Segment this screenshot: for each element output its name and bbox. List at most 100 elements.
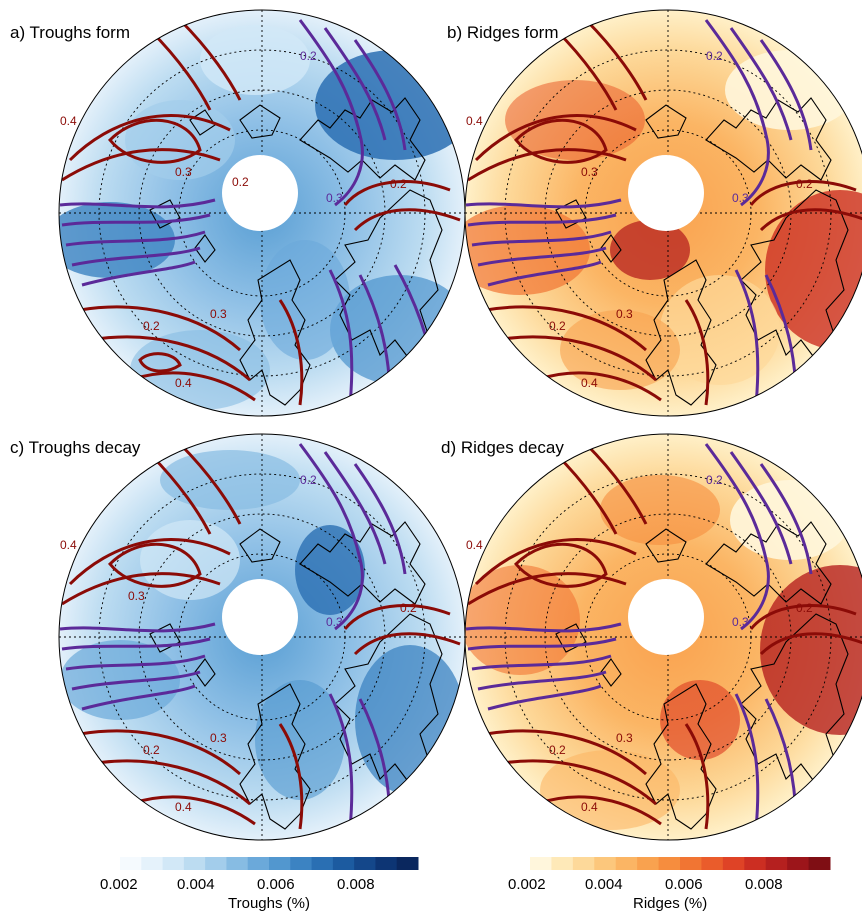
colorbar-swatch: [120, 857, 142, 870]
label-0-2-a: 0.2: [232, 175, 249, 189]
label-0-3b-d: 0.3: [616, 731, 633, 745]
label-0-4-d: 0.4: [466, 538, 483, 552]
label-neg-0-2-b: 0.2: [706, 49, 723, 63]
label-0-4b-b: 0.4: [581, 376, 598, 390]
colorbar-swatch: [551, 857, 574, 870]
colorbar-swatch: [594, 857, 617, 870]
colorbar-swatch: [530, 857, 552, 870]
colorbar-swatch: [787, 857, 810, 870]
label-0-3b-a: 0.3: [210, 307, 227, 321]
label-0-2b-a: 0.2: [143, 319, 160, 333]
label-0-3b-b: 0.3: [616, 307, 633, 321]
label-neg-0-3-d: 0.3: [732, 615, 749, 629]
coastlines-c: [149, 521, 443, 830]
colorbar-swatch: [808, 857, 831, 870]
colorbar-swatch: [332, 857, 355, 870]
label-0-2c-b: 0.2: [796, 177, 813, 191]
map-border-d: [464, 433, 862, 841]
colorbar-ridges-tick-1: 0.002: [508, 876, 546, 893]
colorbar-swatch: [226, 857, 249, 870]
colorbar-troughs-tick-3: 0.006: [257, 876, 295, 893]
colorbar-swatch: [247, 857, 270, 870]
colorbar-swatch: [375, 857, 398, 870]
colorbar-swatch: [290, 857, 313, 870]
colorbar-ridges-swatches: [530, 857, 831, 870]
colorbar-swatch: [701, 857, 724, 870]
colorbar-troughs-tick-2: 0.004: [177, 876, 215, 893]
label-0-3-c: 0.3: [128, 589, 145, 603]
label-0-4-c: 0.4: [60, 538, 77, 552]
colorbar-swatch: [183, 857, 206, 870]
colorbar-swatch: [572, 857, 595, 870]
label-neg-0-3-b: 0.3: [732, 191, 749, 205]
contours-pos-d: [467, 442, 862, 830]
contours-neg-a: [59, 19, 437, 406]
pole-mask-a: [222, 155, 298, 231]
contours-neg-b: [465, 19, 813, 406]
panel-a-title: a) Troughs form: [10, 23, 130, 42]
colorbar-swatch: [354, 857, 376, 870]
contours-pos-b: [467, 18, 862, 406]
contours-pos-a: [61, 18, 461, 406]
label-0-3-a: 0.3: [175, 165, 192, 179]
panel-c: c) Troughs decay: [10, 433, 466, 841]
colorbar-swatch: [162, 857, 185, 870]
panel-a: a) Troughs form: [10, 9, 466, 417]
colorbar-swatch: [765, 857, 788, 870]
label-0-2b-c: 0.2: [143, 743, 160, 757]
colorbar-swatch: [205, 857, 227, 870]
label-0-3-b: 0.3: [581, 165, 598, 179]
map-border-b: [464, 9, 862, 417]
panel-b-title: b) Ridges form: [447, 23, 558, 42]
colorbar-troughs: 0.002 0.004 0.006 0.008 Troughs (%): [100, 857, 419, 912]
label-0-2c-c: 0.2: [400, 601, 417, 615]
colorbar-swatch: [637, 857, 660, 870]
label-neg-0-2-c: 0.2: [300, 473, 317, 487]
label-0-2c-a: 0.2: [390, 177, 407, 191]
colorbar-ridges-tick-2: 0.004: [585, 876, 623, 893]
colorbar-swatch: [396, 857, 419, 870]
colorbar-swatch: [615, 857, 638, 870]
label-0-4b-a: 0.4: [175, 376, 192, 390]
pole-mask-d: [628, 579, 704, 655]
colorbar-swatch: [269, 857, 291, 870]
contour-labels-d: 0.4 0.2 0.3 0.2 0.3 0.4 0.2: [466, 473, 813, 814]
label-neg-0-3-a: 0.3: [326, 191, 343, 205]
panel-b: b) Ridges form: [447, 9, 862, 417]
colorbar-swatch: [744, 857, 767, 870]
colorbar-ridges: 0.002 0.004 0.006 0.008 Ridges (%): [508, 857, 831, 912]
panel-c-title: c) Troughs decay: [10, 438, 141, 457]
pole-mask-b: [628, 155, 704, 231]
label-0-4-a: 0.4: [60, 114, 77, 128]
label-0-4-b: 0.4: [466, 114, 483, 128]
colorbar-troughs-label: Troughs (%): [228, 895, 310, 912]
label-0-2b-b: 0.2: [549, 319, 566, 333]
colorbar-ridges-label: Ridges (%): [633, 895, 707, 912]
colorbar-swatch: [141, 857, 164, 870]
label-0-3b-c: 0.3: [210, 731, 227, 745]
panel-d-title: d) Ridges decay: [441, 438, 564, 457]
contours-neg-d: [465, 443, 813, 830]
colorbar-swatch: [722, 857, 745, 870]
label-0-4b-d: 0.4: [581, 800, 598, 814]
colorbar-ridges-tick-3: 0.006: [665, 876, 703, 893]
label-0-4b-c: 0.4: [175, 800, 192, 814]
label-neg-0-2-d: 0.2: [706, 473, 723, 487]
contours-neg-c: [59, 443, 407, 830]
contour-labels-b: 0.3 0.4 0.2 0.3 0.2 0.3 0.4 0.2: [466, 49, 813, 390]
contour-labels-c: 0.3 0.4 0.2 0.3 0.2 0.3 0.4 0.2: [60, 473, 417, 814]
label-0-2b-d: 0.2: [549, 743, 566, 757]
label-0-2c-d: 0.2: [796, 601, 813, 615]
label-neg-0-3-c: 0.3: [326, 615, 343, 629]
colorbar-swatch: [311, 857, 334, 870]
label-neg-0-2-a: 0.2: [300, 49, 317, 63]
panel-d: d) Ridges decay: [441, 433, 862, 841]
pole-mask-c: [222, 579, 298, 655]
colorbar-troughs-swatches: [120, 857, 419, 870]
colorbar-ridges-tick-4: 0.008: [745, 876, 783, 893]
colorbar-troughs-tick-1: 0.002: [100, 876, 138, 893]
colorbar-swatch: [658, 857, 681, 870]
colorbar-swatch: [680, 857, 702, 870]
colorbar-troughs-tick-4: 0.008: [337, 876, 375, 893]
